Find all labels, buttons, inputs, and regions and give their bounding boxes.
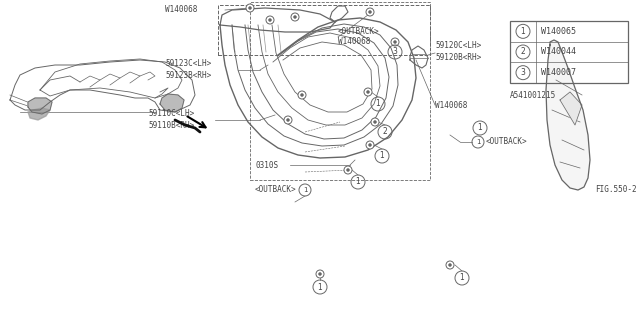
Text: W140068: W140068: [338, 37, 371, 46]
Text: 1: 1: [380, 151, 385, 161]
Polygon shape: [160, 94, 184, 112]
Circle shape: [366, 141, 374, 149]
Circle shape: [294, 15, 296, 19]
Text: 1: 1: [317, 283, 323, 292]
Text: 1: 1: [477, 124, 483, 132]
Text: 1: 1: [376, 100, 380, 108]
Circle shape: [346, 169, 349, 172]
Circle shape: [366, 8, 374, 16]
Text: 59123B<RH>: 59123B<RH>: [165, 70, 211, 79]
Circle shape: [391, 38, 399, 46]
Circle shape: [298, 91, 306, 99]
Text: 1: 1: [460, 274, 465, 283]
Text: 1: 1: [476, 139, 480, 145]
Text: <OUTBACK>: <OUTBACK>: [255, 186, 296, 195]
Polygon shape: [28, 108, 50, 120]
Text: 1: 1: [356, 178, 360, 187]
Text: 1: 1: [303, 187, 307, 193]
Text: A541001215: A541001215: [510, 91, 556, 100]
Circle shape: [344, 166, 352, 174]
Circle shape: [319, 273, 321, 276]
Text: W140065: W140065: [541, 27, 576, 36]
Text: 2: 2: [383, 127, 387, 137]
Polygon shape: [560, 92, 582, 125]
Circle shape: [367, 91, 369, 93]
Polygon shape: [546, 40, 590, 190]
Circle shape: [394, 41, 397, 44]
Bar: [510, 21, 628, 83]
Circle shape: [266, 16, 274, 24]
Text: FIG.550-2: FIG.550-2: [595, 186, 637, 195]
Circle shape: [301, 93, 303, 97]
Circle shape: [364, 88, 372, 96]
Circle shape: [449, 263, 451, 267]
Text: W140007: W140007: [541, 68, 576, 77]
Text: 0310S: 0310S: [255, 161, 278, 170]
Circle shape: [287, 118, 289, 122]
Text: <OUTBACK>: <OUTBACK>: [338, 28, 380, 36]
Text: 3: 3: [392, 47, 397, 57]
Text: W140068: W140068: [435, 100, 467, 109]
Circle shape: [316, 270, 324, 278]
Circle shape: [369, 11, 371, 13]
Circle shape: [374, 121, 376, 124]
Text: W140068: W140068: [165, 5, 197, 14]
Circle shape: [246, 4, 254, 12]
Circle shape: [284, 116, 292, 124]
Circle shape: [369, 143, 371, 147]
Circle shape: [291, 13, 299, 21]
Circle shape: [446, 261, 454, 269]
Text: <OUTBACK>: <OUTBACK>: [486, 138, 527, 147]
Text: 3: 3: [520, 68, 525, 77]
Text: 59110C<LH>: 59110C<LH>: [148, 108, 195, 117]
Text: 1: 1: [520, 27, 525, 36]
Text: 59120C<LH>: 59120C<LH>: [435, 42, 481, 51]
Polygon shape: [28, 98, 52, 114]
Text: 2: 2: [520, 47, 525, 57]
Circle shape: [248, 6, 252, 10]
Text: 59110B<RH>: 59110B<RH>: [148, 121, 195, 130]
Text: 59123C<LH>: 59123C<LH>: [165, 59, 211, 68]
Text: 59120B<RH>: 59120B<RH>: [435, 53, 481, 62]
Circle shape: [371, 118, 379, 126]
Text: W140044: W140044: [541, 47, 576, 57]
Circle shape: [269, 19, 271, 21]
